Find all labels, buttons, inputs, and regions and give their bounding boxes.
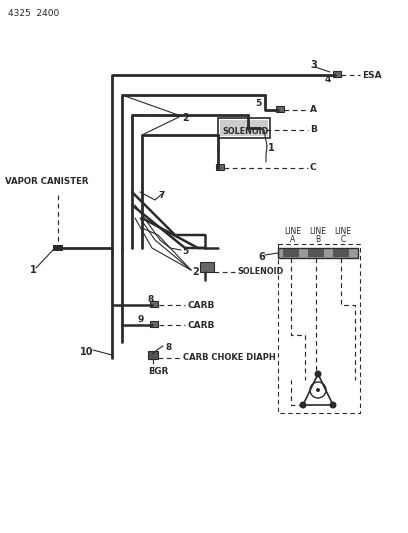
- Bar: [220, 120, 268, 136]
- Text: 1: 1: [30, 265, 37, 275]
- Bar: [258, 124, 266, 130]
- Text: 2: 2: [192, 267, 199, 277]
- Text: A: A: [310, 106, 317, 115]
- Text: 5: 5: [182, 247, 188, 256]
- Bar: [150, 301, 158, 307]
- Text: 6: 6: [258, 252, 265, 262]
- Text: SOLENOID: SOLENOID: [237, 268, 283, 277]
- Bar: [283, 249, 299, 257]
- Text: VAPOR CANISTER: VAPOR CANISTER: [5, 177, 89, 187]
- Text: A: A: [290, 236, 296, 245]
- Circle shape: [315, 370, 322, 377]
- Text: LINE: LINE: [310, 228, 326, 237]
- Bar: [276, 106, 284, 112]
- Circle shape: [299, 401, 306, 408]
- Bar: [278, 248, 358, 258]
- Bar: [308, 249, 324, 257]
- Text: 9: 9: [138, 316, 144, 325]
- Text: 2: 2: [182, 113, 189, 123]
- Bar: [150, 321, 158, 327]
- Text: 4325  2400: 4325 2400: [8, 10, 59, 19]
- Text: 8: 8: [165, 343, 171, 352]
- Bar: [333, 71, 341, 77]
- Text: SOLENOID: SOLENOID: [222, 126, 268, 135]
- Text: LINE: LINE: [335, 228, 352, 237]
- Text: 7: 7: [158, 190, 164, 199]
- Text: 1: 1: [268, 143, 275, 153]
- Text: 10: 10: [80, 347, 93, 357]
- Text: LINE: LINE: [284, 228, 302, 237]
- Text: 5: 5: [255, 99, 261, 108]
- Text: 3: 3: [310, 60, 317, 70]
- Text: CARB CHOKE DIAPH: CARB CHOKE DIAPH: [183, 353, 276, 362]
- Text: CARB: CARB: [187, 301, 214, 310]
- Text: CARB: CARB: [187, 320, 214, 329]
- Text: B: B: [310, 125, 317, 134]
- Text: EGR: EGR: [148, 367, 169, 376]
- Bar: [216, 164, 224, 170]
- Text: 8: 8: [147, 295, 153, 304]
- Bar: [53, 245, 63, 251]
- Bar: [218, 118, 270, 138]
- Circle shape: [330, 401, 337, 408]
- Text: B: B: [315, 236, 321, 245]
- Bar: [148, 351, 158, 359]
- Text: C: C: [340, 236, 346, 245]
- Bar: [333, 249, 349, 257]
- Circle shape: [316, 388, 320, 392]
- Text: ESA: ESA: [362, 70, 381, 79]
- Text: 4: 4: [325, 76, 331, 85]
- Bar: [200, 262, 214, 272]
- Text: C: C: [310, 164, 317, 173]
